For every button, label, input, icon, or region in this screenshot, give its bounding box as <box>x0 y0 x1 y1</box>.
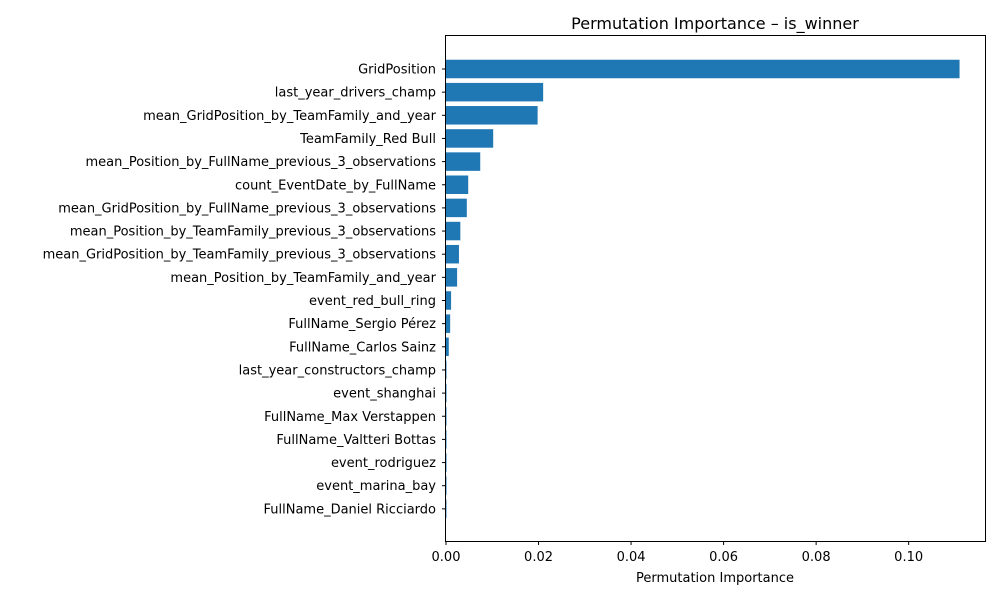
y-tick-label: FullName_Sergio Pérez <box>288 317 436 332</box>
x-ticks: 0.00 0.02 0.04 0.06 0.08 0.10 <box>432 541 923 565</box>
bar <box>446 59 960 79</box>
y-tick-label: FullName_Daniel Ricciardo <box>264 502 437 517</box>
y-tick-label: mean_Position_by_TeamFamily_previous_3_o… <box>70 225 436 240</box>
y-tick-label: last_year_drivers_champ <box>275 86 436 101</box>
x-tick-label: 0.10 <box>894 550 923 565</box>
bar <box>446 337 449 357</box>
y-tick-label: event_red_bull_ring <box>309 294 436 309</box>
y-tick-labels: GridPosition last_year_drivers_champ mean_… <box>43 63 446 517</box>
bar <box>446 314 451 333</box>
bar <box>446 268 458 287</box>
bar <box>446 291 452 310</box>
y-tick-label: count_EventDate_by_FullName <box>235 178 436 193</box>
y-tick-label: last_year_constructors_champ <box>239 363 436 378</box>
y-tick-label: mean_Position_by_TeamFamily_and_year <box>170 271 436 286</box>
y-tick-label: event_marina_bay <box>316 479 436 494</box>
y-tick-label: mean_Position_by_FullName_previous_3_obs… <box>85 155 436 170</box>
bars-group <box>446 59 960 519</box>
bar <box>446 82 544 102</box>
y-tick-label: mean_GridPosition_by_TeamFamily_previous… <box>43 248 437 263</box>
x-tick-label: 0.02 <box>524 550 553 565</box>
bar <box>446 198 467 218</box>
y-tick-label: mean_GridPosition_by_TeamFamily_and_year <box>143 109 437 124</box>
x-tick-label: 0.04 <box>617 550 646 565</box>
bar <box>446 244 459 264</box>
x-tick-label: 0.08 <box>802 550 831 565</box>
plot-frame <box>445 35 986 542</box>
bar <box>446 106 538 125</box>
y-tick-label: mean_GridPosition_by_FullName_previous_3… <box>58 201 436 216</box>
x-tick-label: 0.00 <box>432 550 461 565</box>
bar <box>446 175 469 194</box>
chart-title: Permutation Importance – is_winner <box>571 14 859 34</box>
y-tick-label: FullName_Valtteri Bottas <box>276 433 436 448</box>
y-tick-label: TeamFamily_Red Bull <box>299 132 436 147</box>
x-tick-label: 0.06 <box>709 550 738 565</box>
y-tick-label: FullName_Carlos Sainz <box>289 340 436 355</box>
y-tick-label: event_rodriguez <box>331 456 436 471</box>
x-axis-label: Permutation Importance <box>636 571 794 586</box>
bar <box>446 152 481 171</box>
bar <box>446 129 494 148</box>
bar <box>446 221 461 241</box>
y-tick-label: event_shanghai <box>333 387 436 402</box>
y-tick-label: GridPosition <box>358 63 436 78</box>
y-tick-label: FullName_Max Verstappen <box>264 410 436 425</box>
